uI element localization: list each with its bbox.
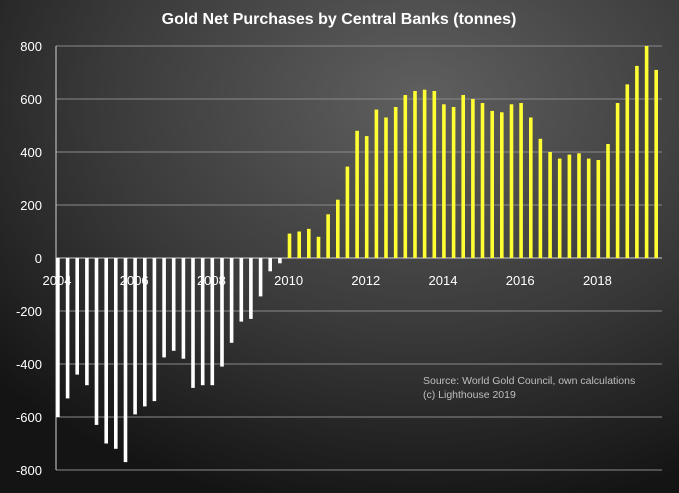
bar <box>326 214 330 258</box>
y-tick-label: -800 <box>16 463 42 478</box>
chart-title: Gold Net Purchases by Central Banks (ton… <box>162 11 517 28</box>
bar <box>181 258 186 359</box>
bar <box>529 117 533 258</box>
bar <box>500 112 504 259</box>
bar <box>557 158 562 258</box>
grid <box>55 45 662 471</box>
bar <box>123 258 128 463</box>
bar <box>586 158 591 258</box>
x-tick-label: 2016 <box>506 273 535 288</box>
x-tick-label: 2018 <box>583 273 612 288</box>
bar <box>413 91 417 258</box>
y-tick-label: -400 <box>16 357 42 372</box>
bar <box>374 109 379 258</box>
bar <box>114 258 118 449</box>
bar <box>403 95 408 258</box>
y-tick-label: 400 <box>20 145 42 160</box>
bar <box>316 236 321 258</box>
bar <box>509 104 514 258</box>
bar <box>432 91 437 258</box>
bar <box>278 258 282 264</box>
bar <box>345 166 350 258</box>
y-tick-label: 200 <box>20 198 42 213</box>
bar <box>65 258 70 399</box>
bar <box>297 231 301 258</box>
bar <box>336 199 340 258</box>
x-tick-label: 2004 <box>43 273 72 288</box>
bar <box>644 46 649 258</box>
x-tick-label: 2006 <box>120 273 149 288</box>
bar <box>75 258 79 375</box>
bar <box>393 107 398 258</box>
x-axis-ticks: 2004 2006 2008 2010 2012 2014 2016 2018 <box>43 273 612 288</box>
bar <box>519 103 523 258</box>
bar <box>85 258 89 386</box>
bar <box>606 144 610 258</box>
bar <box>596 160 601 258</box>
y-tick-label: -200 <box>16 304 42 319</box>
bar <box>422 89 427 258</box>
x-tick-label: 2010 <box>274 273 303 288</box>
bar <box>56 258 60 417</box>
bar <box>442 104 446 258</box>
y-tick-label: 800 <box>20 39 42 54</box>
bar <box>567 154 572 258</box>
y-tick-label: 0 <box>35 251 42 266</box>
bar <box>162 258 166 358</box>
bar <box>200 258 205 386</box>
bar <box>287 233 292 258</box>
bar <box>258 258 263 297</box>
bar <box>143 258 147 407</box>
bar <box>220 258 224 367</box>
bar <box>191 258 195 388</box>
y-tick-label: 600 <box>20 92 42 107</box>
bar <box>355 130 359 258</box>
bar <box>577 153 581 258</box>
bar <box>654 69 658 259</box>
bar <box>461 95 465 258</box>
bar <box>635 65 639 259</box>
bar <box>548 152 552 258</box>
bar <box>480 103 485 258</box>
bars <box>56 46 658 463</box>
bar <box>104 258 108 444</box>
bar <box>133 258 137 415</box>
bar <box>210 258 215 386</box>
bar <box>249 258 253 319</box>
bar <box>229 258 234 343</box>
x-tick-label: 2014 <box>429 273 458 288</box>
bar <box>364 136 369 258</box>
bar <box>490 110 494 259</box>
bar <box>171 258 176 351</box>
bar <box>152 258 157 402</box>
source-line-2: (c) Lighthouse 2019 <box>423 389 516 401</box>
bar <box>268 258 272 272</box>
bar <box>615 103 620 258</box>
bar <box>451 107 456 258</box>
bar <box>307 228 311 258</box>
bar <box>239 258 244 322</box>
bar <box>471 99 475 258</box>
bar <box>625 84 630 259</box>
source-line-1: Source: World Gold Council, own calculat… <box>423 375 635 387</box>
x-tick-label: 2012 <box>351 273 380 288</box>
bar <box>94 258 99 425</box>
y-axis-ticks: -800 -600 -400 -200 0 200 400 600 800 <box>16 39 42 478</box>
y-tick-label: -600 <box>16 410 42 425</box>
bar <box>538 138 543 259</box>
x-tick-label: 2008 <box>197 273 226 288</box>
bar <box>384 117 388 258</box>
